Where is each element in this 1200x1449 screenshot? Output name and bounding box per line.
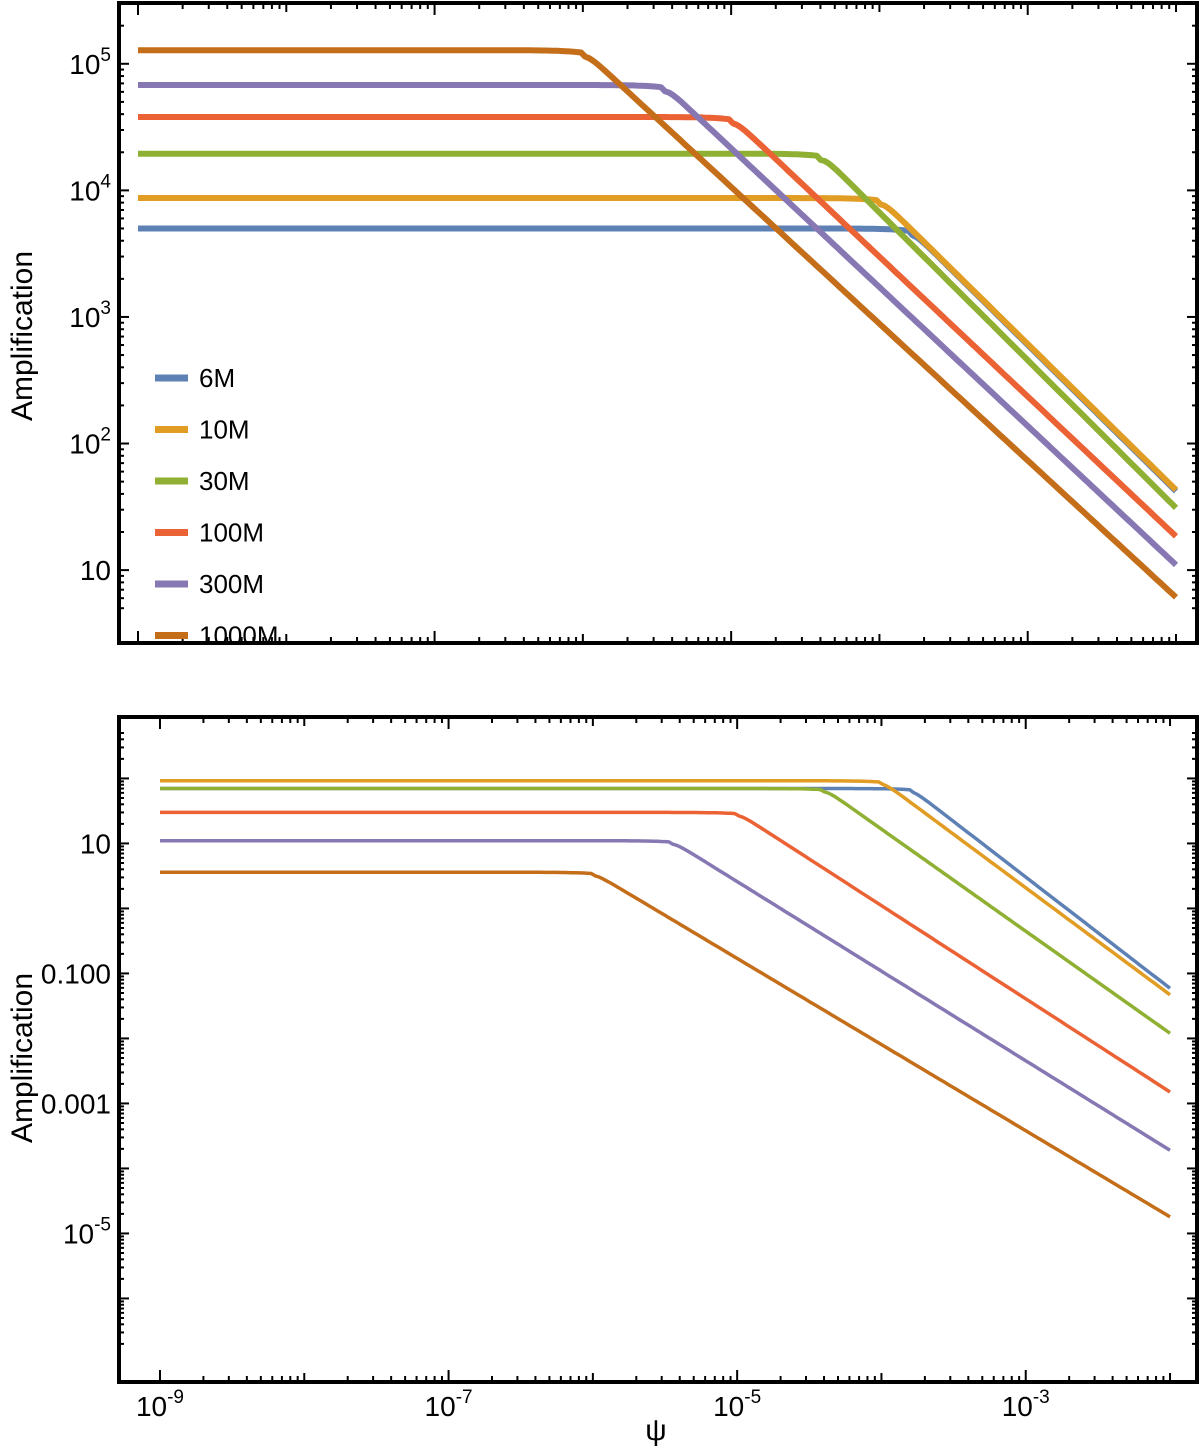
series-line-10M xyxy=(160,779,1172,997)
legend: 6M 10M 30M 100M 300M 1000M xyxy=(155,363,279,651)
bottom-panel: 10 0.100 0.001 10-5 10-9 10-7 10-5 10-3 Amplifi… xyxy=(6,715,1199,1447)
series-line-30M xyxy=(160,786,1172,1035)
series-line-100M xyxy=(138,114,1179,539)
x-tick-label: 10-3 xyxy=(1002,1387,1050,1422)
series-line-300M xyxy=(138,82,1179,568)
top-y-axis-label: Amplification xyxy=(6,251,39,421)
y-tick-label: 10-5 xyxy=(63,1214,111,1249)
y-tick-label: 10 xyxy=(80,828,111,859)
series-line-1000M xyxy=(160,870,1171,1219)
y-tick-label: 105 xyxy=(69,45,111,80)
top-ticks-group: 10 102 103 104 105 xyxy=(69,3,1197,643)
bottom-series-group xyxy=(160,779,1172,1219)
bottom-y-axis-label: Amplification xyxy=(6,973,39,1143)
bottom-plot-frame xyxy=(117,715,1199,1384)
x-tick-label: 10-7 xyxy=(425,1387,473,1422)
legend-label-10M: 10M xyxy=(199,415,250,445)
series-line-300M xyxy=(160,838,1171,1152)
legend-label-6M: 6M xyxy=(199,363,235,393)
bottom-ticks-group: 10 0.100 0.001 10-5 10-9 10-7 10-5 10-3 xyxy=(41,717,1197,1422)
x-axis-label: ψ xyxy=(645,1414,666,1447)
series-line-100M xyxy=(160,810,1171,1094)
x-tick-label: 10-5 xyxy=(713,1387,761,1422)
y-tick-label: 104 xyxy=(69,171,111,206)
y-tick-label: 103 xyxy=(69,298,111,333)
top-plot-frame xyxy=(117,1,1199,645)
series-line-30M xyxy=(138,150,1179,511)
series-line-6M xyxy=(160,786,1172,990)
y-tick-label: 0.001 xyxy=(41,1088,111,1119)
x-tick-label: 10-9 xyxy=(136,1387,184,1422)
legend-label-30M: 30M xyxy=(199,466,250,496)
series-line-10M xyxy=(138,195,1179,493)
legend-label-300M: 300M xyxy=(199,569,264,599)
legend-label-1000M: 1000M xyxy=(199,621,279,651)
y-tick-label: 0.100 xyxy=(41,958,111,989)
legend-label-100M: 100M xyxy=(199,518,264,548)
y-tick-label: 102 xyxy=(69,425,111,460)
top-series-group xyxy=(138,47,1179,600)
top-panel: 10 102 103 104 105 6M 10M 30M 100M 300M 1000M Amp… xyxy=(6,1,1199,651)
y-tick-label: 10 xyxy=(80,555,111,586)
series-line-1000M xyxy=(138,47,1179,600)
